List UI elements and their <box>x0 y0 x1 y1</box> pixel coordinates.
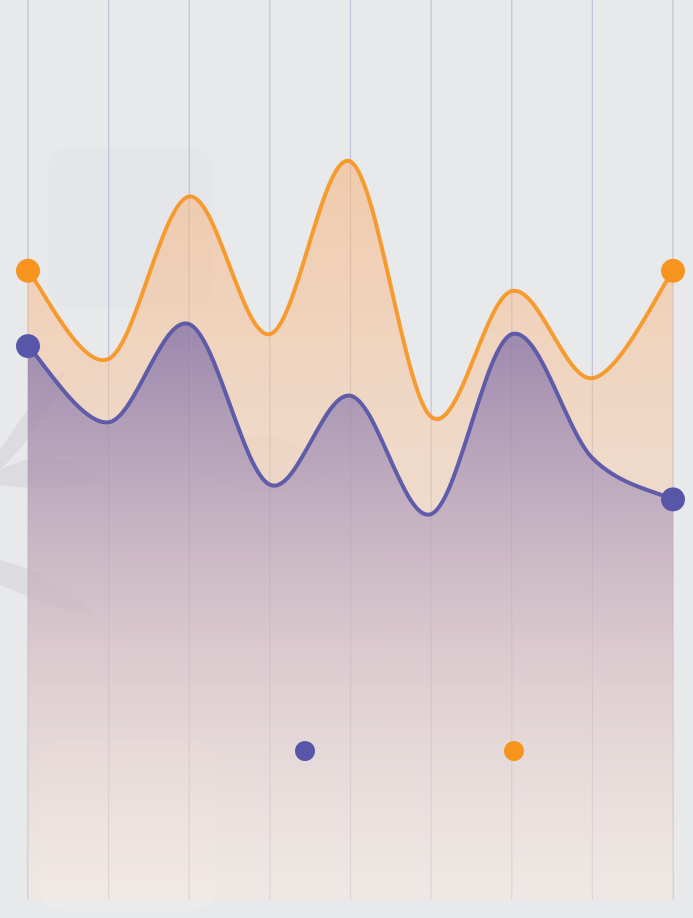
series-lines <box>26 159 675 517</box>
data-point-orange <box>661 258 685 283</box>
data-point-orange <box>16 258 40 283</box>
legend-marker-purple <box>295 741 315 761</box>
series-points <box>16 258 685 512</box>
series-line-purple <box>26 321 675 517</box>
data-point-purple <box>16 334 40 359</box>
legend-marker-orange <box>504 741 524 761</box>
series-line-orange <box>26 159 675 422</box>
legend <box>295 741 524 761</box>
data-point-purple <box>661 487 685 512</box>
